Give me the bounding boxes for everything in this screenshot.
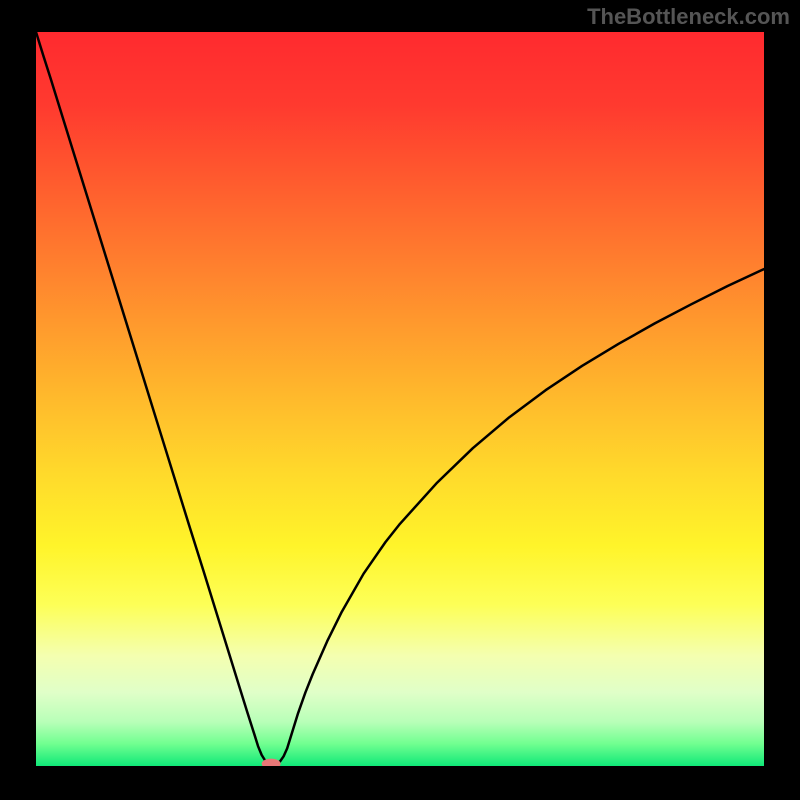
plot-area [36,32,764,766]
watermark-text: TheBottleneck.com [587,4,790,30]
chart-svg [36,32,764,766]
chart-container: TheBottleneck.com [0,0,800,800]
gradient-background [36,32,764,766]
